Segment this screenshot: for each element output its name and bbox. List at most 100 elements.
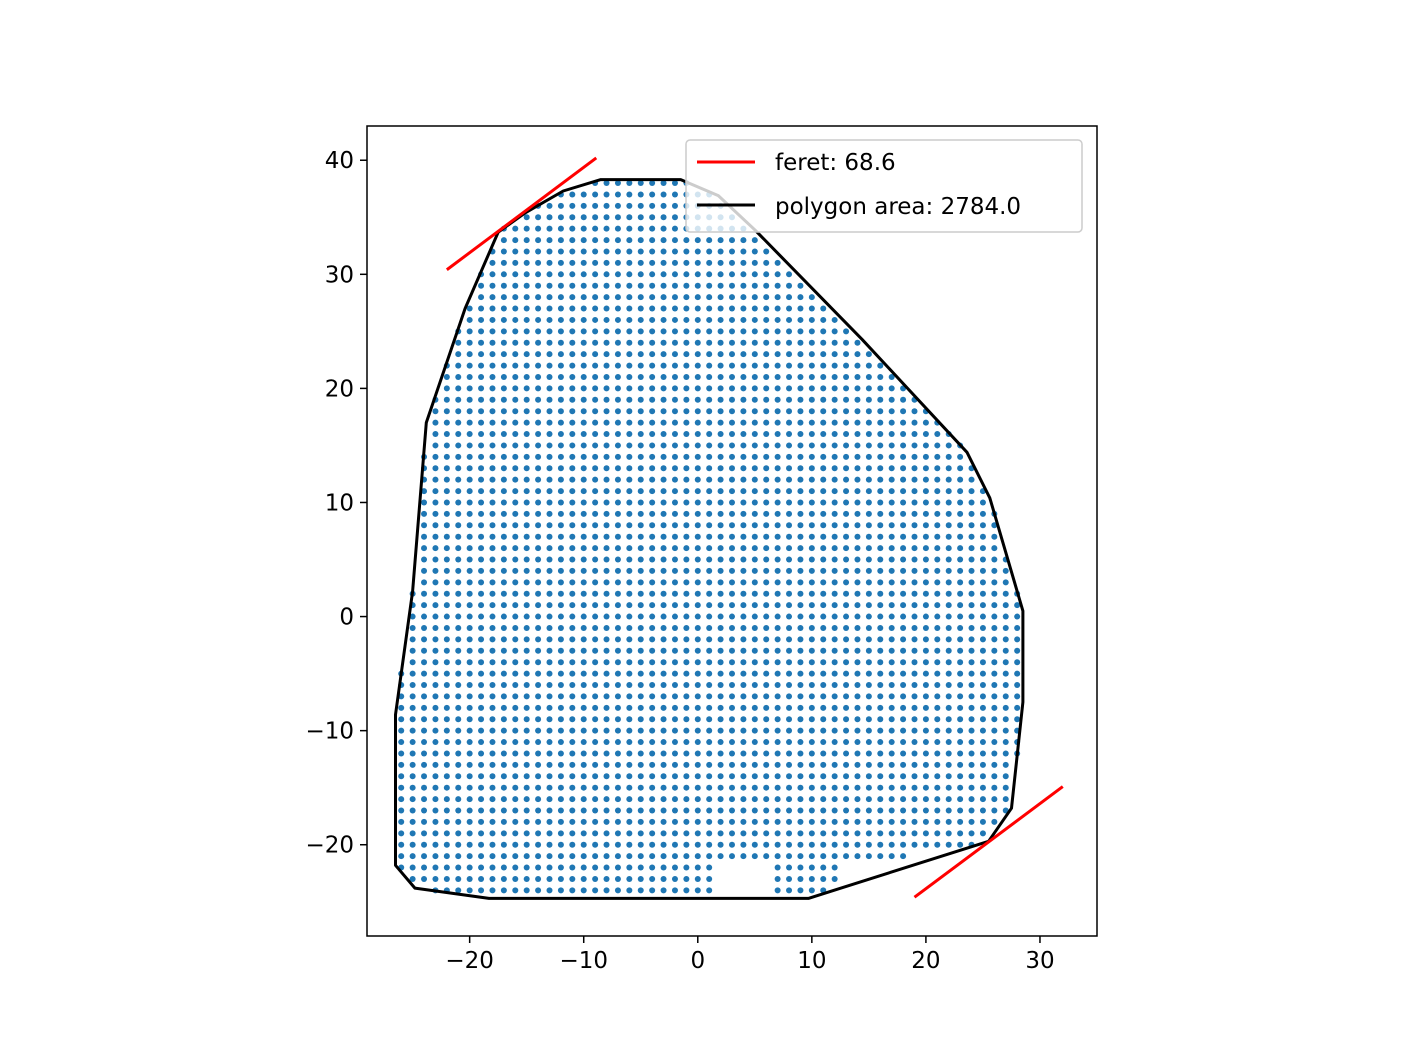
scatter-point	[671, 305, 678, 312]
scatter-point	[671, 579, 678, 586]
scatter-point	[535, 659, 542, 666]
scatter-point	[637, 316, 644, 323]
scatter-point	[455, 522, 462, 529]
scatter-point	[649, 316, 656, 323]
scatter-point	[603, 545, 610, 552]
scatter-point	[831, 362, 838, 369]
scatter-point	[557, 579, 564, 586]
legend-label-feret: feret: 68.6	[775, 150, 896, 176]
scatter-point	[546, 853, 553, 860]
scatter-point	[729, 761, 735, 768]
scatter-point	[580, 761, 587, 768]
scatter-point	[979, 613, 986, 620]
scatter-point	[797, 499, 804, 506]
scatter-point	[888, 522, 895, 529]
scatter-point	[671, 294, 678, 301]
scatter-point	[603, 419, 610, 426]
scatter-point	[797, 408, 804, 415]
scatter-point	[614, 396, 621, 403]
scatter-point	[535, 545, 542, 552]
scatter-point	[808, 841, 815, 848]
scatter-point	[637, 408, 644, 415]
scatter-point	[478, 408, 485, 415]
scatter-point	[512, 624, 519, 631]
scatter-point	[751, 339, 758, 346]
scatter-point	[957, 761, 964, 768]
scatter-point	[751, 476, 758, 483]
scatter-point	[945, 796, 952, 803]
scatter-point	[911, 716, 918, 723]
scatter-point	[900, 670, 907, 677]
scatter-point	[797, 830, 804, 837]
scatter-point	[740, 750, 747, 757]
scatter-point	[535, 887, 542, 894]
scatter-point	[820, 522, 827, 529]
scatter-point	[774, 773, 781, 780]
scatter-point	[683, 362, 690, 369]
scatter-point	[637, 465, 644, 472]
scatter-point	[512, 750, 519, 757]
scatter-point	[466, 305, 473, 312]
scatter-point	[808, 659, 815, 666]
scatter-point	[500, 841, 507, 848]
scatter-point	[478, 431, 485, 438]
scatter-point	[671, 316, 678, 323]
scatter-point	[614, 225, 621, 232]
scatter-point	[888, 385, 895, 392]
scatter-point	[751, 373, 758, 380]
scatter-point	[820, 590, 827, 597]
scatter-point	[546, 294, 553, 301]
scatter-point	[671, 202, 678, 209]
scatter-point	[421, 659, 428, 666]
scatter-point	[637, 579, 644, 586]
scatter-point	[614, 373, 621, 380]
scatter-point	[592, 465, 599, 472]
scatter-point	[934, 841, 941, 848]
scatter-point	[991, 739, 998, 746]
scatter-point	[546, 214, 553, 221]
scatter-point	[649, 362, 656, 369]
scatter-point	[660, 818, 667, 825]
scatter-point	[888, 465, 895, 472]
scatter-point	[603, 442, 610, 449]
scatter-point	[843, 545, 850, 552]
scatter-point	[808, 431, 815, 438]
scatter-point	[660, 807, 667, 814]
scatter-point	[797, 784, 804, 791]
x-tick-label: 0	[690, 948, 705, 974]
scatter-point	[500, 761, 507, 768]
scatter-point	[637, 453, 644, 460]
scatter-point	[489, 385, 496, 392]
scatter-point	[614, 670, 621, 677]
scatter-point	[443, 579, 450, 586]
scatter-point	[694, 522, 701, 529]
scatter-point	[968, 670, 975, 677]
scatter-point	[888, 613, 895, 620]
scatter-point	[409, 761, 416, 768]
scatter-point	[729, 282, 735, 289]
scatter-point	[512, 271, 519, 278]
scatter-point	[877, 465, 884, 472]
scatter-point	[557, 533, 564, 540]
scatter-point	[854, 362, 861, 369]
scatter-point	[694, 647, 701, 654]
scatter-point	[717, 590, 724, 597]
scatter-point	[512, 419, 519, 426]
scatter-point	[706, 830, 713, 837]
scatter-point	[466, 385, 473, 392]
scatter-point	[535, 853, 542, 860]
scatter-point	[979, 590, 986, 597]
scatter-point	[797, 579, 804, 586]
scatter-point	[820, 567, 827, 574]
scatter-point	[786, 339, 793, 346]
scatter-point	[911, 567, 918, 574]
scatter-point	[979, 761, 986, 768]
scatter-point	[569, 442, 576, 449]
scatter-point	[580, 294, 587, 301]
scatter-point	[717, 693, 724, 700]
scatter-point	[569, 670, 576, 677]
scatter-point	[751, 499, 758, 506]
scatter-point	[888, 408, 895, 415]
scatter-point	[649, 716, 656, 723]
